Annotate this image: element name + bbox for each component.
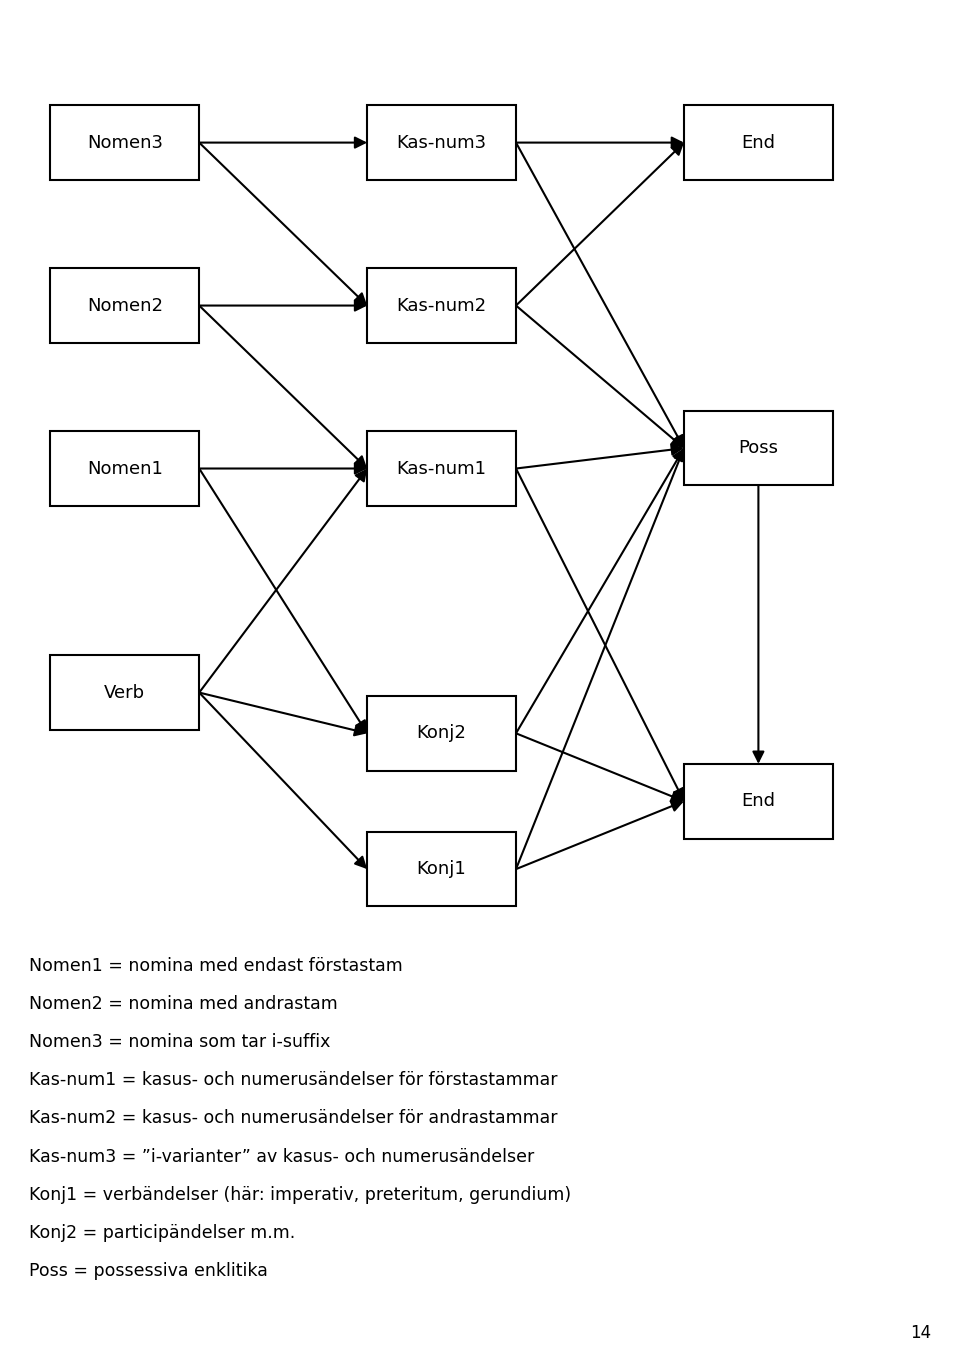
FancyBboxPatch shape	[367, 695, 516, 771]
FancyBboxPatch shape	[367, 831, 516, 907]
Text: Kas-num1: Kas-num1	[396, 459, 487, 478]
FancyBboxPatch shape	[51, 430, 200, 505]
Text: Kas-num2: Kas-num2	[396, 296, 487, 315]
FancyBboxPatch shape	[367, 269, 516, 342]
Text: Nomen2: Nomen2	[86, 296, 163, 315]
Text: Kas-num3: Kas-num3	[396, 133, 487, 152]
Text: Konj1 = verbändelser (här: imperativ, preteritum, gerundium): Konj1 = verbändelser (här: imperativ, pr…	[29, 1186, 571, 1203]
Text: End: End	[741, 133, 776, 152]
Text: Nomen2 = nomina med andrastam: Nomen2 = nomina med andrastam	[29, 995, 338, 1013]
Text: Poss = possessiva enklitika: Poss = possessiva enklitika	[29, 1262, 268, 1279]
Text: Verb: Verb	[105, 683, 145, 702]
Text: Nomen1: Nomen1	[86, 459, 163, 478]
Text: Poss: Poss	[738, 439, 779, 458]
FancyBboxPatch shape	[51, 269, 200, 342]
Text: 14: 14	[910, 1324, 931, 1342]
Text: Kas-num2 = kasus- och numerusändelser för andrastammar: Kas-num2 = kasus- och numerusändelser fö…	[29, 1109, 558, 1127]
Text: Nomen1 = nomina med endast förstastam: Nomen1 = nomina med endast förstastam	[29, 957, 402, 975]
FancyBboxPatch shape	[51, 105, 200, 179]
FancyBboxPatch shape	[684, 765, 833, 839]
Text: Konj2: Konj2	[417, 724, 467, 743]
Text: Kas-num3 = ”i-varianter” av kasus- och numerusändelser: Kas-num3 = ”i-varianter” av kasus- och n…	[29, 1148, 534, 1165]
Text: Konj2 = participändelser m.m.: Konj2 = participändelser m.m.	[29, 1224, 295, 1241]
FancyBboxPatch shape	[684, 105, 833, 179]
FancyBboxPatch shape	[367, 430, 516, 505]
Text: Kas-num1 = kasus- och numerusändelser för förstastammar: Kas-num1 = kasus- och numerusändelser fö…	[29, 1071, 558, 1089]
FancyBboxPatch shape	[51, 656, 200, 731]
Text: End: End	[741, 792, 776, 811]
Text: Nomen3 = nomina som tar i-suffix: Nomen3 = nomina som tar i-suffix	[29, 1033, 330, 1051]
Text: Nomen3: Nomen3	[86, 133, 163, 152]
Text: Konj1: Konj1	[417, 860, 467, 879]
FancyBboxPatch shape	[367, 105, 516, 179]
FancyBboxPatch shape	[684, 410, 833, 485]
